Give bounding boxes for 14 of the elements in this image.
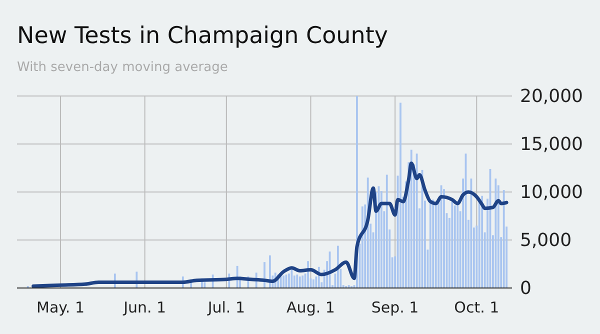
x-tick-label: Oct. 1 (454, 298, 500, 317)
line-series (32, 161, 508, 288)
y-tick-label: 10,000 (520, 182, 583, 203)
x-tick-label: May. 1 (36, 298, 84, 317)
y-tick-label: 15,000 (520, 134, 583, 155)
x-tick-label: Jul. 1 (206, 298, 246, 317)
y-tick-label: 20,000 (520, 86, 583, 107)
y-tick-label: 5,000 (520, 230, 572, 251)
x-tick-label: Aug. 1 (286, 298, 335, 317)
chart-title: New Tests in Champaign County (17, 23, 388, 49)
chart-subtitle: With seven-day moving average (17, 60, 228, 75)
x-tick-label: Jun. 1 (122, 298, 166, 317)
x-tick-label: Sep. 1 (371, 298, 419, 317)
y-tick-label: 0 (520, 278, 532, 299)
